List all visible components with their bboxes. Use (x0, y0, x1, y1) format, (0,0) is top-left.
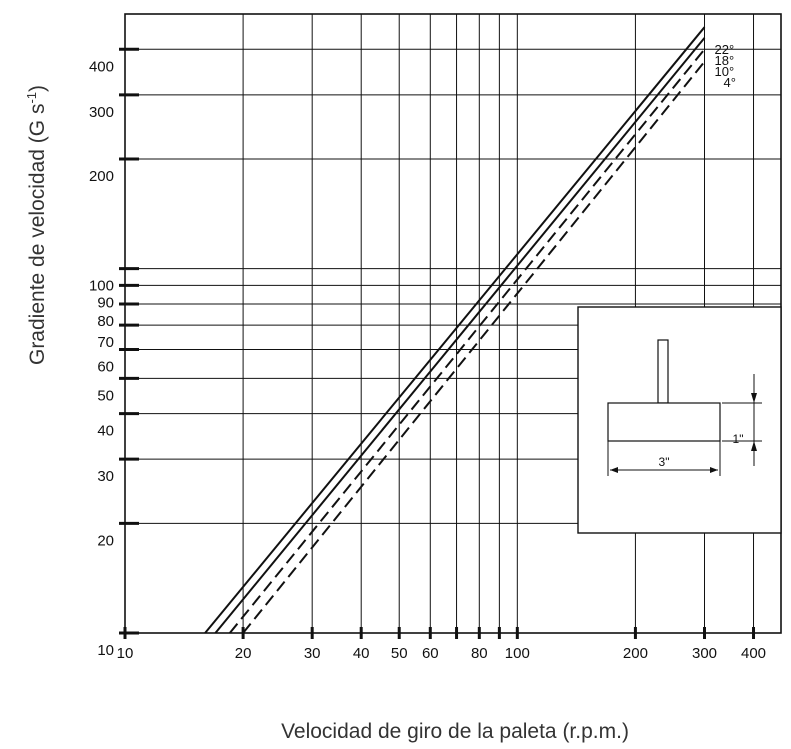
x-tick-label: 400 (741, 645, 766, 662)
axis-labels: Velocidad de giro de la paleta (r.p.m.) … (24, 85, 629, 743)
x-tick-label: 30 (304, 645, 321, 662)
dim-arrow-bottom (751, 441, 757, 451)
series-label-4: 4° (724, 75, 736, 90)
y-tick-label: 90 (97, 294, 114, 311)
y-tick-label: 40 (97, 423, 114, 440)
series-label-2: 18° (715, 53, 735, 68)
x-tick-label: 300 (692, 645, 717, 662)
y-tick-label: 10 (97, 642, 114, 659)
x-tick-label: 50 (391, 645, 408, 662)
y-tick-label: 300 (89, 104, 114, 121)
series-lines: 22°18°10°4° (204, 26, 736, 634)
dim-arrow-left (610, 467, 618, 473)
inset-height-label: 1" (733, 432, 744, 446)
series-line-1 (204, 26, 706, 634)
paddle-shaft (657, 339, 669, 404)
series-line-4 (242, 61, 706, 634)
x-tick-labels: 10 20 30 40 50 60 80 100 200 300 400 (117, 645, 766, 662)
dim-arrow-top (751, 393, 757, 403)
y-axis-label-main: Gradiente de velocidad (G s (26, 104, 49, 365)
inset-width-label: 3" (659, 455, 670, 469)
x-tick-label: 20 (235, 645, 252, 662)
dim-arrow-right (710, 467, 718, 473)
y-tick-label: 50 (97, 387, 114, 404)
x-tick-label: 40 (353, 645, 370, 662)
x-tick-label: 80 (471, 645, 488, 662)
series-label-1: 22° (715, 42, 735, 57)
y-tick-label: 200 (89, 168, 114, 185)
x-tick-label: 100 (505, 645, 530, 662)
y-tick-label: 100 (89, 278, 114, 295)
y-tick-label: 400 (89, 58, 114, 75)
y-axis-label-close: ) (26, 85, 49, 92)
x-axis-label: Velocidad de giro de la paleta (r.p.m.) (281, 720, 629, 743)
y-tick-label: 70 (97, 334, 114, 351)
y-tick-label: 80 (97, 313, 114, 330)
x-tick-label: 200 (623, 645, 648, 662)
y-tick-label: 30 (97, 468, 114, 485)
y-tick-label: 60 (97, 358, 114, 375)
x-tick-label: 60 (422, 645, 439, 662)
x-tick-label: 10 (117, 645, 134, 662)
paddle-blade (607, 402, 721, 442)
series-line-2 (214, 37, 706, 634)
y-axis-label: Gradiente de velocidad (G s-1) (24, 85, 49, 365)
series-label-3: 10° (715, 64, 735, 79)
paddle-inset: 3" 1" (577, 306, 782, 534)
y-tick-label: 20 (97, 532, 114, 549)
y-axis-label-sup: -1 (24, 92, 39, 104)
